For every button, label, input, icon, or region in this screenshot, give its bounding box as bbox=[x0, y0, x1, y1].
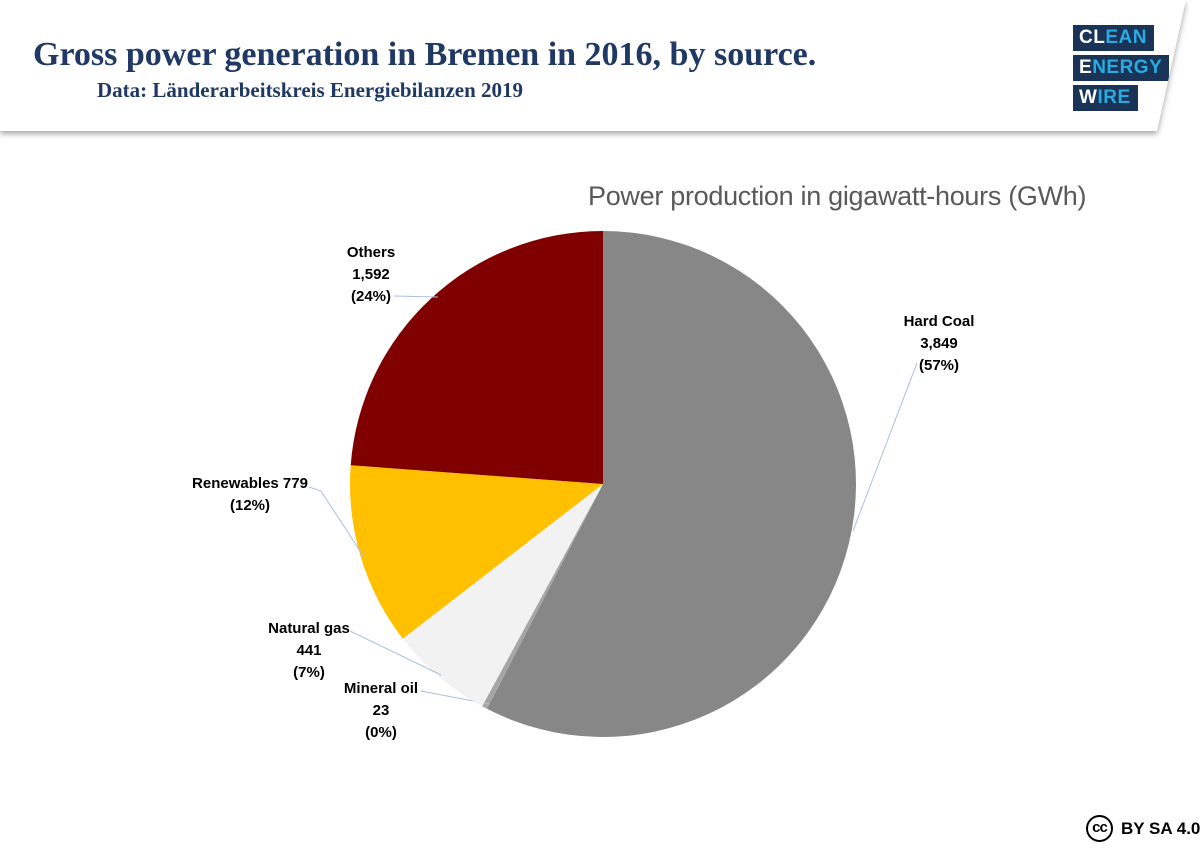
page-title: Gross power generation in Bremen in 2016… bbox=[33, 36, 817, 73]
clean-energy-wire-logo: CLEAN ENERGY WIRE bbox=[1073, 25, 1170, 115]
cc-icon-text: cc bbox=[1092, 819, 1108, 836]
pie-slice-hard-coal bbox=[486, 231, 856, 737]
leader-line-others bbox=[393, 295, 439, 298]
leader-line-renewables bbox=[308, 486, 365, 558]
license: cc BY SA 4.0 bbox=[1086, 815, 1200, 842]
logo-text-white: W bbox=[1079, 87, 1098, 108]
logo-text-white: CL bbox=[1079, 27, 1106, 48]
header-shadow: Gross power generation in Bremen in 2016… bbox=[0, 0, 1200, 140]
pie-slice-natural-gas bbox=[402, 484, 603, 707]
logo-text-white: E bbox=[1079, 57, 1093, 78]
header: Gross power generation in Bremen in 2016… bbox=[0, 0, 1186, 131]
pie-label-natural-gas: Natural gas 441 (7%) bbox=[268, 620, 350, 681]
pie-label-mineral-oil: Mineral oil 23 (0%) bbox=[343, 680, 419, 741]
chart-title: Power production in gigawatt-hours (GWh) bbox=[588, 181, 1087, 211]
logo-text-cyan: EAN bbox=[1105, 27, 1147, 48]
leader-line-hard-coal bbox=[852, 362, 918, 532]
logo-row-wire: WIRE bbox=[1073, 85, 1138, 111]
license-text: BY SA 4.0 bbox=[1121, 818, 1200, 838]
logo-row-energy: ENERGY bbox=[1073, 55, 1170, 81]
pie-slice-renewables bbox=[350, 465, 603, 639]
pie-label-others: Others 1,592 (24%) bbox=[346, 244, 396, 305]
pie-slice-others bbox=[350, 231, 603, 484]
leader-line-natural-gas bbox=[349, 630, 442, 676]
logo-text-cyan: NERGY bbox=[1092, 57, 1163, 78]
logo-row-clean: CLEAN bbox=[1073, 25, 1154, 51]
pie-slice-mineral-oil bbox=[482, 484, 603, 709]
logo-text-cyan: IRE bbox=[1097, 87, 1131, 108]
pie-label-renewables: Renewables 779 (12%) bbox=[192, 475, 308, 514]
cc-icon: cc bbox=[1086, 815, 1113, 842]
pie-label-hard-coal: Hard Coal 3,849 (57%) bbox=[903, 313, 975, 374]
page-subtitle: Data: Länderarbeitskreis Energiebilanzen… bbox=[97, 78, 524, 102]
